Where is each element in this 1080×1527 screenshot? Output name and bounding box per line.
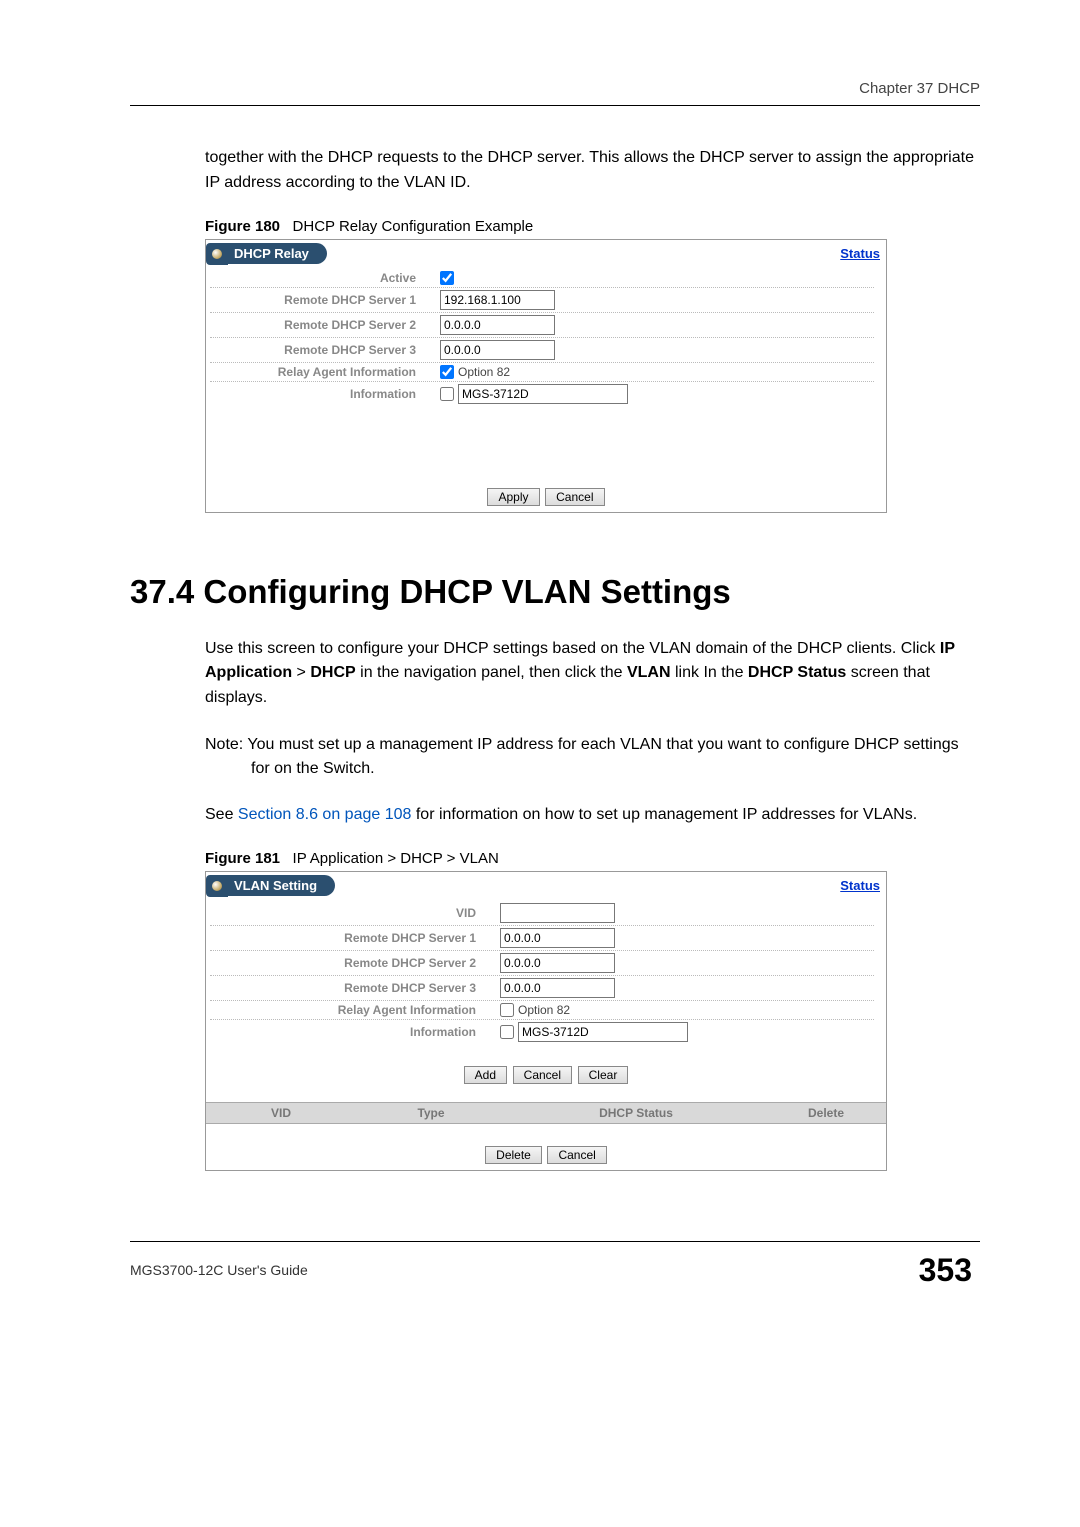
th-delete: Delete: [766, 1106, 886, 1120]
para-2: Use this screen to configure your DHCP s…: [205, 637, 980, 711]
cancel-button[interactable]: Cancel: [513, 1066, 572, 1084]
para2-h: DHCP Status: [748, 664, 846, 681]
vid-input[interactable]: [500, 903, 615, 923]
para-3: See Section 8.6 on page 108 for informat…: [205, 803, 980, 828]
th-type: Type: [356, 1106, 506, 1120]
cancel-button[interactable]: Cancel: [545, 488, 604, 506]
information-input[interactable]: [518, 1022, 688, 1042]
panel-bullet-icon: [206, 243, 228, 265]
option82-label: Option 82: [458, 365, 510, 379]
figure-180-caption-bold: Figure 180: [205, 218, 280, 235]
para2-e: in the navigation panel, then click the: [356, 664, 627, 681]
para3-a: See: [205, 806, 238, 823]
server3-label: Remote DHCP Server 3: [210, 343, 440, 357]
para2-c: >: [292, 664, 310, 681]
server2-input[interactable]: [500, 953, 615, 973]
active-checkbox[interactable]: [440, 271, 454, 285]
server3-input[interactable]: [440, 340, 555, 360]
figure-180-caption: Figure 180 DHCP Relay Configuration Exam…: [205, 218, 980, 235]
vlan-setting-panel: VLAN Setting Status VID Remote DHCP Serv…: [205, 871, 887, 1171]
page-number: 353: [911, 1248, 980, 1293]
server1-input[interactable]: [440, 290, 555, 310]
vlan-table-header: VID Type DHCP Status Delete: [206, 1102, 886, 1124]
page-footer: MGS3700-12C User's Guide 353: [130, 1241, 980, 1293]
section-heading: 37.4 Configuring DHCP VLAN Settings: [130, 573, 980, 611]
cancel-button-2[interactable]: Cancel: [547, 1146, 606, 1164]
information-checkbox[interactable]: [500, 1025, 514, 1039]
relay-agent-label: Relay Agent Information: [210, 1003, 500, 1017]
information-checkbox[interactable]: [440, 387, 454, 401]
panel-title: DHCP Relay: [228, 243, 327, 264]
option82-checkbox[interactable]: [440, 365, 454, 379]
server2-label: Remote DHCP Server 2: [210, 956, 500, 970]
chapter-header: Chapter 37 DHCP: [130, 80, 980, 106]
intro-paragraph: together with the DHCP requests to the D…: [205, 146, 980, 196]
note-paragraph: Note: You must set up a management IP ad…: [205, 733, 980, 781]
server1-label: Remote DHCP Server 1: [210, 293, 440, 307]
option82-label: Option 82: [518, 1003, 570, 1017]
clear-button[interactable]: Clear: [578, 1066, 629, 1084]
panel-header: DHCP Relay Status: [206, 240, 886, 265]
information-label: Information: [210, 1025, 500, 1039]
section-link[interactable]: Section 8.6 on page 108: [238, 806, 411, 823]
para2-d: DHCP: [310, 664, 355, 681]
server1-label: Remote DHCP Server 1: [210, 931, 500, 945]
para2-f: VLAN: [627, 664, 671, 681]
panel-header: VLAN Setting Status: [206, 872, 886, 897]
server3-label: Remote DHCP Server 3: [210, 981, 500, 995]
dhcp-relay-panel: DHCP Relay Status Active Remote DHCP Ser…: [205, 239, 887, 513]
status-link[interactable]: Status: [840, 246, 880, 261]
server1-input[interactable]: [500, 928, 615, 948]
panel-bullet-icon: [206, 875, 228, 897]
relay-agent-label: Relay Agent Information: [210, 365, 440, 379]
th-dhcp-status: DHCP Status: [506, 1106, 766, 1120]
apply-button[interactable]: Apply: [487, 488, 539, 506]
option82-checkbox[interactable]: [500, 1003, 514, 1017]
para3-b: for information on how to set up managem…: [411, 806, 917, 823]
server3-input[interactable]: [500, 978, 615, 998]
status-link[interactable]: Status: [840, 878, 880, 893]
para2-a: Use this screen to configure your DHCP s…: [205, 640, 940, 657]
th-vid: VID: [206, 1106, 356, 1120]
active-label: Active: [210, 271, 440, 285]
figure-181-caption: Figure 181 IP Application > DHCP > VLAN: [205, 850, 980, 867]
server2-label: Remote DHCP Server 2: [210, 318, 440, 332]
para2-g: link In the: [671, 664, 748, 681]
panel-title: VLAN Setting: [228, 875, 335, 896]
figure-181-caption-text: IP Application > DHCP > VLAN: [293, 850, 499, 867]
delete-button[interactable]: Delete: [485, 1146, 542, 1164]
information-input[interactable]: [458, 384, 628, 404]
vid-label: VID: [210, 906, 500, 920]
figure-181-caption-bold: Figure 181: [205, 850, 280, 867]
server2-input[interactable]: [440, 315, 555, 335]
add-button[interactable]: Add: [464, 1066, 507, 1084]
footer-guide-name: MGS3700-12C User's Guide: [130, 1262, 308, 1278]
figure-180-caption-text: DHCP Relay Configuration Example: [293, 218, 534, 235]
information-label: Information: [210, 387, 440, 401]
